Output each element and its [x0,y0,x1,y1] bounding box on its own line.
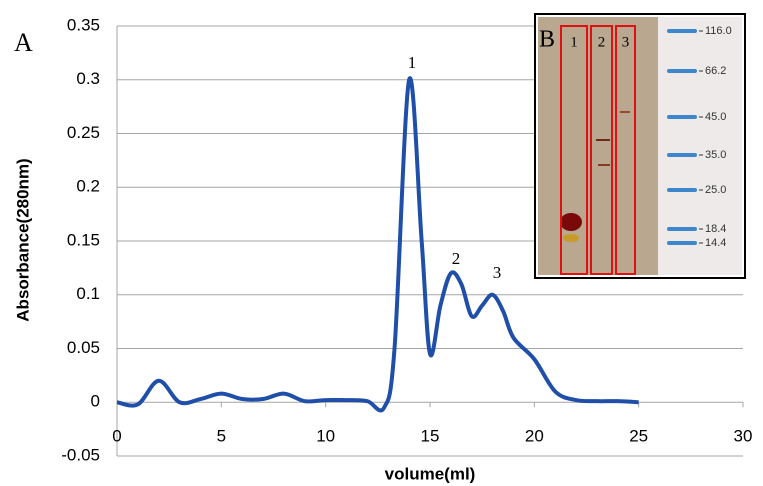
x-tick-label: 20 [525,427,544,446]
y-tick-label: 0.35 [67,15,100,34]
marker-background [658,17,742,275]
marker-band [667,241,697,245]
panel-label: A [14,28,33,57]
lane-box [615,25,636,275]
y-tick-label: 0.1 [76,284,100,303]
y-tick-label: 0.25 [67,123,100,142]
marker-label: 66.2 [705,65,726,77]
marker-band [667,29,697,33]
y-tick-label: 0.2 [76,177,100,196]
marker-label: 14.4 [705,237,726,249]
lane-label: 2 [598,34,606,50]
gel-band [563,234,579,242]
x-tick-label: 15 [421,427,440,446]
lane-box [590,25,613,275]
y-tick-label: 0.05 [67,338,100,357]
y-tick-label: 0.3 [76,69,100,88]
marker-label: 25.0 [705,184,726,196]
peak-label: 3 [493,263,502,282]
peak-label: 1 [408,53,417,72]
gel-background [538,17,658,275]
x-tick-label: 0 [112,427,121,446]
gel-band [560,213,582,231]
x-tick-label: 5 [217,427,226,446]
inset-label: B [539,27,555,53]
gel-inset: B 1 2 3 116.0 66.2 45.0 35.0 25.0 18.4 14.4 [534,13,746,279]
y-tick-label: -0.05 [61,445,100,464]
marker-band [667,115,697,119]
marker-label: 35.0 [705,149,726,161]
marker-band [667,188,697,192]
lane-box [560,25,588,275]
peak-label: 2 [452,249,461,268]
lane-label: 1 [570,34,578,50]
data-line [116,76,639,413]
x-tick-label: 10 [316,427,335,446]
x-tick-label: 25 [629,427,648,446]
marker-label: 116.0 [705,25,732,37]
marker-band [667,69,697,73]
x-axis-title: volume(ml) [385,464,476,483]
y-tick-label: 0.15 [67,230,100,249]
marker-label: 18.4 [705,223,726,235]
marker-band [667,227,697,231]
x-tick-label: 30 [734,427,753,446]
y-axis-title: Absorbance(280nm) [13,158,32,321]
marker-label: 45.0 [705,111,726,123]
lane-label: 3 [622,34,630,50]
marker-band [667,153,697,157]
y-tick-label: 0 [91,392,100,411]
